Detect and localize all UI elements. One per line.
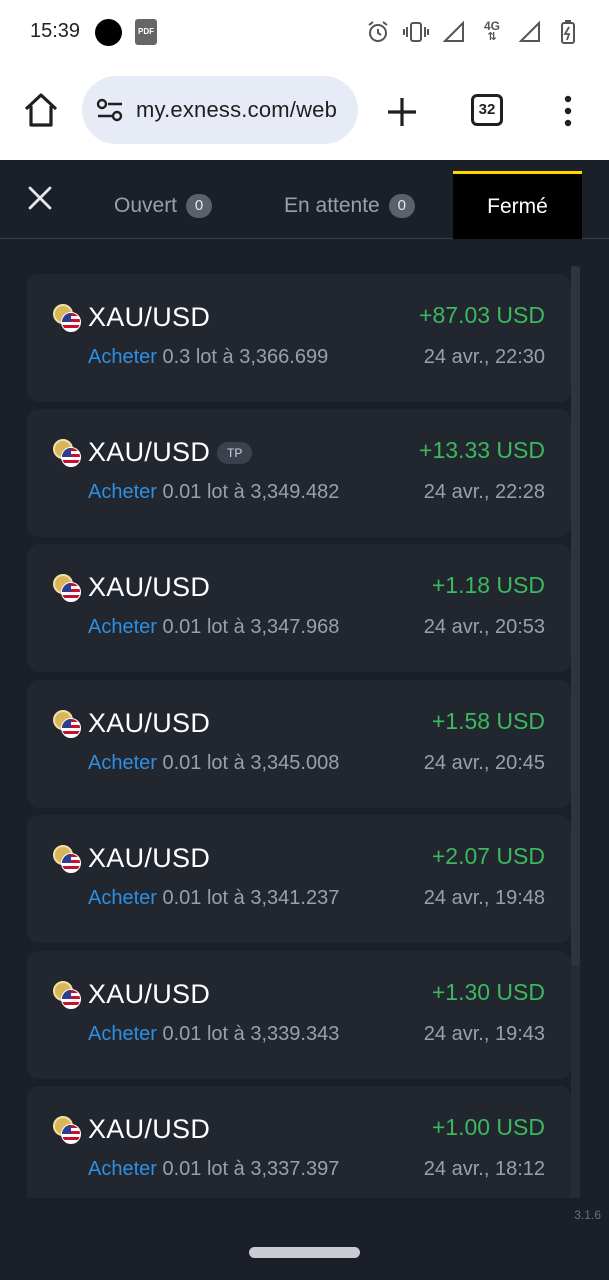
position-detail: Acheter 0.01 lot à 3,349.482 — [88, 481, 339, 504]
new-tab-icon[interactable] — [384, 94, 420, 130]
gold-usd-icon — [53, 574, 83, 602]
position-side: Acheter — [88, 1158, 157, 1180]
app-content: Ouvert 0 En attente 0 Fermé XAU/USD +87.… — [0, 158, 609, 1280]
gold-usd-icon — [53, 1116, 83, 1144]
network-type-label: 4G — [483, 19, 500, 33]
position-side: Acheter — [88, 1023, 157, 1045]
position-card[interactable]: XAU/USD +2.07 USD Acheter 0.01 lot à 3,3… — [27, 815, 571, 943]
position-detail: Acheter 0.01 lot à 3,337.397 — [88, 1158, 339, 1181]
gesture-nav-handle[interactable] — [249, 1247, 360, 1258]
position-volume-price: 0.01 lot à 3,349.482 — [162, 481, 340, 503]
position-close-time: 24 avr., 19:43 — [423, 1023, 545, 1045]
network-4g-icon: 4G ⇅ — [479, 18, 505, 46]
position-close-time: 24 avr., 22:30 — [423, 346, 545, 368]
status-bar: 15:39 PDF 4G ⇅ — [0, 0, 609, 64]
data-arrows-icon: ⇅ — [487, 31, 497, 43]
position-symbol: XAU/USD — [88, 302, 211, 332]
tab-switcher-button[interactable]: 32 — [471, 94, 503, 126]
position-symbol: XAU/USD — [88, 1114, 211, 1144]
position-card[interactable]: XAU/USD +1.00 USD Acheter 0.01 lot à 3,3… — [27, 1086, 571, 1198]
position-close-time: 24 avr., 20:45 — [423, 752, 545, 774]
position-profit: +13.33 USD — [419, 437, 545, 463]
position-profit: +1.58 USD — [431, 708, 545, 734]
position-symbol: XAU/USD — [88, 979, 211, 1009]
position-detail: Acheter 0.01 lot à 3,347.968 — [88, 616, 339, 639]
tab-pending-count-badge: 0 — [388, 194, 415, 218]
url-text: my.exness.com/web — [136, 97, 338, 122]
divider — [0, 158, 609, 160]
position-symbol: XAU/USD — [88, 572, 211, 602]
position-volume-price: 0.01 lot à 3,345.008 — [162, 752, 340, 774]
home-icon[interactable] — [22, 92, 60, 128]
position-symbol: XAU/USD — [88, 708, 211, 738]
position-symbol: XAU/USD — [88, 843, 211, 873]
tab-open[interactable]: Ouvert 0 — [114, 173, 213, 239]
app-version: 3.1.6 — [574, 1208, 601, 1222]
scrollbar-thumb[interactable] — [571, 266, 580, 966]
signal-2-icon — [517, 18, 543, 46]
status-icons: 4G ⇅ — [365, 18, 581, 46]
position-profit: +1.18 USD — [431, 572, 545, 598]
position-close-time: 24 avr., 18:12 — [423, 1158, 545, 1180]
position-card[interactable]: XAU/USD +1.58 USD Acheter 0.01 lot à 3,3… — [27, 680, 571, 808]
tab-pending[interactable]: En attente 0 — [284, 173, 415, 239]
position-card[interactable]: XAU/USD TP +13.33 USD Acheter 0.01 lot à… — [27, 409, 571, 537]
pdf-notification-icon: PDF — [135, 19, 157, 45]
notification-dot-icon — [95, 19, 122, 46]
position-volume-price: 0.01 lot à 3,337.397 — [162, 1158, 340, 1180]
closed-positions-list[interactable]: XAU/USD +87.03 USD Acheter 0.3 lot à 3,3… — [27, 274, 571, 1198]
position-side: Acheter — [88, 887, 157, 909]
tab-open-label: Ouvert — [114, 194, 178, 217]
gold-usd-icon — [53, 981, 83, 1009]
tab-closed[interactable]: Fermé — [453, 171, 582, 239]
position-side: Acheter — [88, 346, 157, 368]
more-menu-icon[interactable] — [560, 94, 576, 130]
gold-usd-icon — [53, 845, 83, 873]
position-profit: +1.00 USD — [431, 1114, 545, 1140]
position-volume-price: 0.3 lot à 3,366.699 — [162, 346, 329, 368]
close-icon[interactable] — [26, 184, 54, 212]
signal-icon — [441, 18, 467, 46]
take-profit-badge: TP — [217, 442, 253, 464]
position-close-time: 24 avr., 20:53 — [423, 616, 545, 638]
position-side: Acheter — [88, 481, 157, 503]
gold-usd-icon — [53, 439, 83, 467]
position-profit: +87.03 USD — [419, 302, 545, 328]
position-volume-price: 0.01 lot à 3,339.343 — [162, 1023, 340, 1045]
position-volume-price: 0.01 lot à 3,341.237 — [162, 887, 340, 909]
browser-toolbar: my.exness.com/web 32 — [0, 64, 609, 158]
position-card[interactable]: XAU/USD +87.03 USD Acheter 0.3 lot à 3,3… — [27, 274, 571, 402]
address-bar[interactable]: my.exness.com/web — [82, 76, 358, 144]
position-detail: Acheter 0.3 lot à 3,366.699 — [88, 346, 328, 369]
position-close-time: 24 avr., 19:48 — [423, 887, 545, 909]
gold-usd-icon — [53, 304, 83, 332]
position-side: Acheter — [88, 752, 157, 774]
tab-open-count-badge: 0 — [186, 194, 213, 218]
battery-charging-icon — [555, 18, 581, 46]
position-card[interactable]: XAU/USD +1.30 USD Acheter 0.01 lot à 3,3… — [27, 951, 571, 1079]
scrollbar[interactable] — [571, 266, 580, 1198]
position-profit: +1.30 USD — [431, 979, 545, 1005]
orders-tab-bar: Ouvert 0 En attente 0 Fermé — [0, 160, 609, 239]
position-detail: Acheter 0.01 lot à 3,339.343 — [88, 1023, 339, 1046]
position-volume-price: 0.01 lot à 3,347.968 — [162, 616, 340, 638]
tab-closed-label: Fermé — [487, 194, 548, 218]
position-symbol: XAU/USD — [88, 437, 211, 467]
position-detail: Acheter 0.01 lot à 3,341.237 — [88, 887, 339, 910]
status-time: 15:39 — [30, 20, 81, 42]
position-close-time: 24 avr., 22:28 — [423, 481, 545, 503]
position-profit: +2.07 USD — [431, 843, 545, 869]
position-detail: Acheter 0.01 lot à 3,345.008 — [88, 752, 339, 775]
vibrate-icon — [403, 18, 429, 46]
site-settings-icon[interactable] — [96, 98, 124, 122]
position-card[interactable]: XAU/USD +1.18 USD Acheter 0.01 lot à 3,3… — [27, 544, 571, 672]
position-side: Acheter — [88, 616, 157, 638]
gold-usd-icon — [53, 710, 83, 738]
alarm-icon — [365, 18, 391, 46]
tab-pending-label: En attente — [284, 194, 380, 217]
